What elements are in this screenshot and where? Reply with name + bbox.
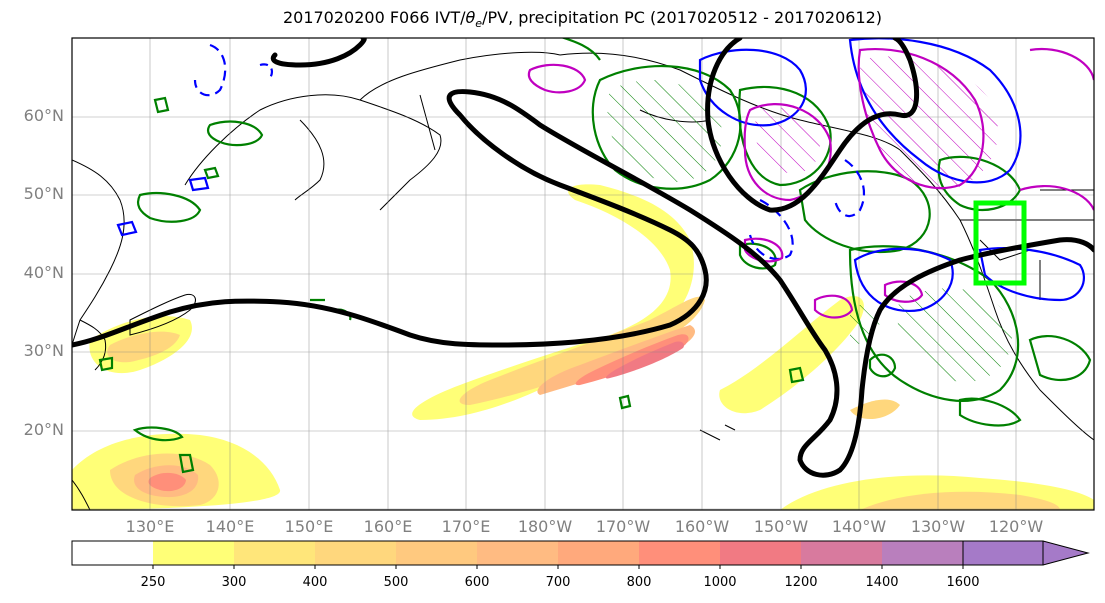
colorbar-tick-label: 1000 <box>703 575 737 590</box>
colorbar-tick-label: 1200 <box>784 575 818 590</box>
colorbar-tick-label: 800 <box>626 575 652 590</box>
colorbar-swatch <box>720 541 801 565</box>
colorbar-tick-label: 1600 <box>946 575 980 590</box>
colorbar-tick-label: 700 <box>545 575 571 590</box>
hatched-regions <box>607 56 1012 382</box>
colorbar-swatch <box>477 541 558 565</box>
colorbar-swatch <box>882 541 963 565</box>
lon-label: 180°W <box>517 517 573 536</box>
colorbar-tick-label: 250 <box>140 575 166 590</box>
ivt-shading <box>72 184 1094 510</box>
colorbar-tick-label: 300 <box>221 575 247 590</box>
lon-label: 130°W <box>910 517 966 536</box>
colorbar <box>71 540 1090 569</box>
lat-label: 50°N <box>23 184 64 203</box>
colorbar-tick-label: 600 <box>464 575 490 590</box>
colorbar-tick-label: 400 <box>302 575 328 590</box>
colorbar-swatch <box>234 541 315 565</box>
colorbar-swatch <box>639 541 720 565</box>
lon-label: 170°E <box>441 517 491 536</box>
lon-label: 160°W <box>674 517 730 536</box>
ivt-contours <box>72 38 1094 478</box>
colorbar-swatch <box>801 541 882 565</box>
lon-label: 130°E <box>125 517 175 536</box>
colorbar-swatch <box>72 541 153 565</box>
colorbar-extend-arrow <box>962 540 1090 566</box>
lon-label: 160°E <box>363 517 413 536</box>
figure-title: 2017020200 F066 IVT/θe/PV, precipitation… <box>282 8 883 30</box>
lon-label: 140°W <box>831 517 887 536</box>
colorbar-swatch <box>558 541 639 565</box>
lon-label: 150°W <box>753 517 809 536</box>
colorbar-swatch <box>153 541 234 565</box>
lat-label: 30°N <box>23 341 64 360</box>
lon-label: 120°W <box>988 517 1044 536</box>
colorbar-swatch <box>396 541 477 565</box>
lon-label: 140°E <box>205 517 255 536</box>
lon-label: 170°W <box>595 517 651 536</box>
map-frame <box>71 37 1095 511</box>
lon-label: 150°E <box>284 517 334 536</box>
lat-label: 40°N <box>23 263 64 282</box>
colorbar-swatch <box>315 541 396 565</box>
lat-label: 60°N <box>23 106 64 125</box>
colorbar-tick-label: 500 <box>383 575 409 590</box>
target-box <box>973 200 1027 286</box>
lat-label: 20°N <box>23 420 64 439</box>
colorbar-tick-label: 1400 <box>865 575 899 590</box>
pv-contours <box>527 47 1094 319</box>
